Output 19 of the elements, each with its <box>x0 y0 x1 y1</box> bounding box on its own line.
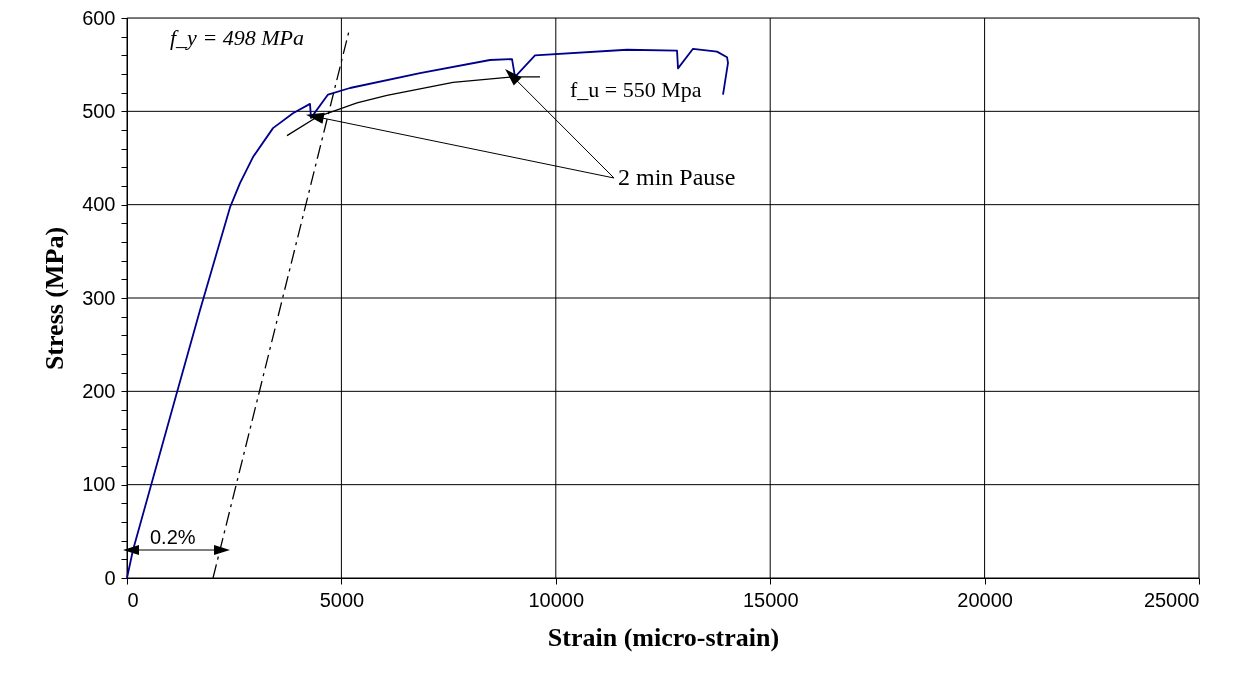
annotation: f_y = 498 MPa <box>170 25 304 50</box>
annotation: f_u = 550 Mpa <box>570 77 702 102</box>
y-tick-label: 300 <box>82 286 116 309</box>
y-axis-title: Stress (MPa) <box>40 226 70 371</box>
x-tick-label: 10000 <box>528 588 585 611</box>
y-tick-label: 100 <box>82 473 116 496</box>
x-tick-label: 20000 <box>957 588 1013 611</box>
x-tick-label: 5000 <box>319 588 365 611</box>
y-tick-label: 400 <box>82 193 116 216</box>
y-tick-label: 200 <box>82 379 116 402</box>
annotation: 2 min Pause <box>618 164 736 190</box>
annotation: 0.2% <box>150 526 196 548</box>
x-axis-title: Strain (micro-strain) <box>547 622 780 652</box>
x-tick-label: 25000 <box>1143 588 1200 611</box>
x-tick-label: 0 <box>127 588 139 611</box>
x-tick-label: 15000 <box>742 588 799 611</box>
y-tick-label: 0 <box>104 566 116 589</box>
y-tick-label: 600 <box>82 6 116 29</box>
y-tick-label: 500 <box>82 99 116 122</box>
